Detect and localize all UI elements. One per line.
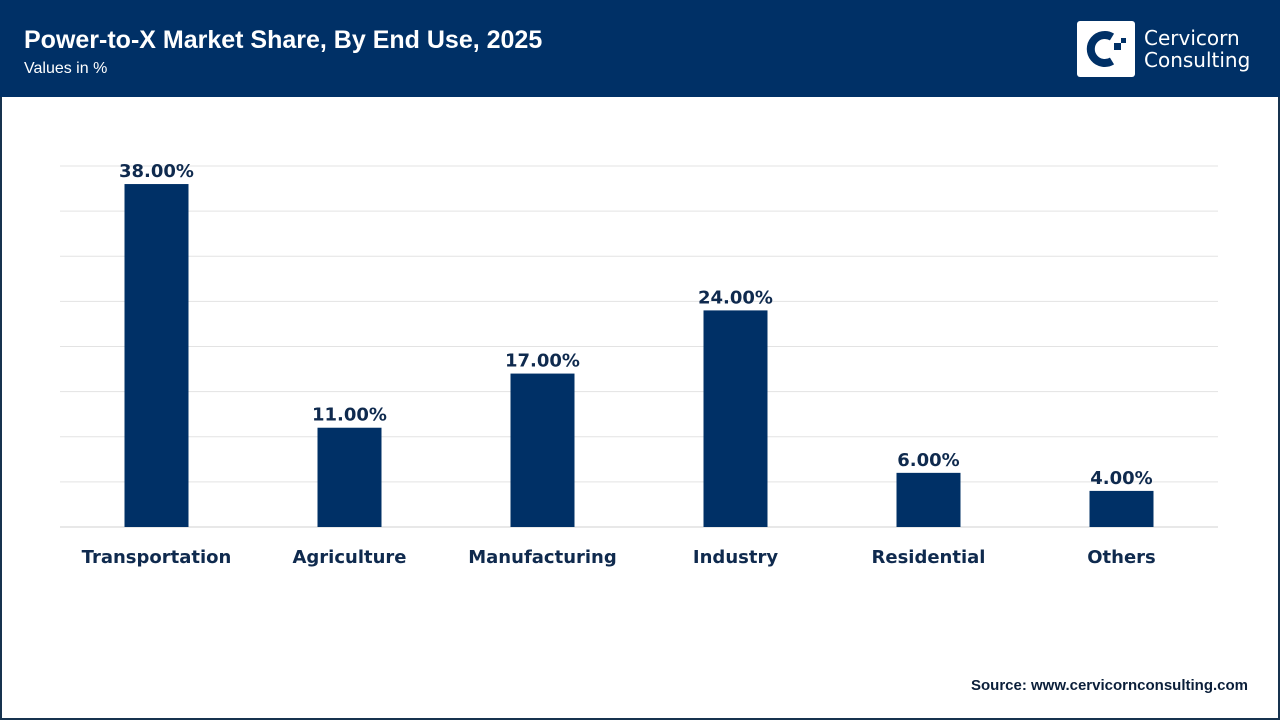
bar-manufacturing [510, 373, 575, 527]
logo-line1: Cervicorn [1144, 26, 1240, 50]
logo-line2: Consulting [1144, 48, 1251, 72]
chart-title: Power-to-X Market Share, By End Use, 202… [24, 26, 543, 54]
data-label: 11.00% [312, 405, 387, 426]
category-label: Residential [872, 547, 986, 568]
data-label: 4.00% [1090, 468, 1152, 489]
category-label: Transportation [82, 547, 232, 568]
header-bar: Power-to-X Market Share, By End Use, 202… [0, 0, 1280, 97]
bar-transportation [124, 184, 189, 528]
category-label: Manufacturing [468, 547, 617, 568]
source-note: Source: www.cervicornconsulting.com [970, 677, 1248, 694]
category-label: Industry [693, 547, 778, 568]
cervicorn-logo: Cervicorn Consulting [1077, 21, 1250, 77]
bar-industry [703, 310, 768, 527]
data-label: 24.00% [698, 287, 773, 308]
category-label: Others [1087, 547, 1156, 568]
bar-agriculture [317, 427, 382, 527]
data-label: 17.00% [505, 351, 580, 372]
bar-others [1089, 490, 1154, 527]
data-label: 38.00% [119, 161, 194, 182]
data-label: 6.00% [897, 450, 959, 471]
chart-subtitle: Values in % [24, 60, 108, 77]
bar-residential [896, 472, 961, 527]
category-label: Agriculture [292, 547, 406, 568]
logo-mark-icon [1077, 21, 1135, 77]
